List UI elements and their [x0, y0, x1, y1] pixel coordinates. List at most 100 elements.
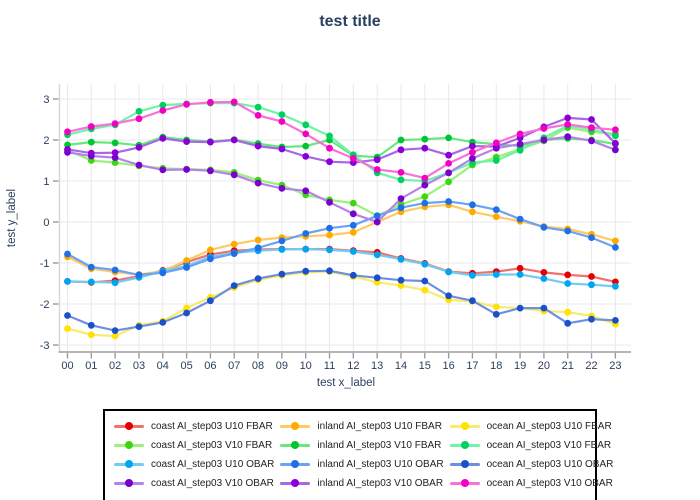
- data-point: [564, 280, 572, 287]
- data-point: [326, 132, 333, 140]
- data-point: [111, 332, 119, 340]
- data-point: [492, 310, 500, 318]
- data-point: [612, 126, 619, 134]
- data-point: [159, 107, 167, 114]
- data-point: [564, 114, 572, 122]
- data-point: [326, 144, 333, 152]
- data-point: [302, 142, 310, 150]
- line-chart-plot-area[interactable]: 00 01 02 03 04 05 06 07 08 09 10 11 12 13 14 15 16 17 18 19…: [0, 0, 700, 406]
- data-point: [183, 309, 191, 317]
- data-point: [612, 139, 619, 147]
- x-tick-label: 23: [609, 360, 621, 372]
- legend-swatch: [449, 441, 480, 450]
- data-point: [469, 201, 476, 209]
- data-point: [111, 149, 119, 157]
- legend-item-ocean-ai-step03-v10-fbar[interactable]: ocean AI_step03 V10 FBAR: [449, 440, 614, 451]
- legend-item-inland-ai-step03-u10-obar[interactable]: inland AI_step03 U10 OBAR: [280, 459, 444, 470]
- data-point: [349, 221, 357, 229]
- legend-label: coast AI_step03 U10 FBAR: [151, 421, 273, 432]
- legend-item-inland-ai-step03-u10-fbar[interactable]: inland AI_step03 U10 FBAR: [280, 421, 443, 432]
- legend-item-coast-ai-step03-v10-fbar[interactable]: coast AI_step03 V10 FBAR: [114, 440, 274, 451]
- data-point: [612, 244, 619, 251]
- data-point: [207, 255, 214, 263]
- x-tick-label: 01: [85, 360, 97, 372]
- data-point: [135, 271, 143, 279]
- x-tick-label: 13: [371, 360, 383, 372]
- data-point: [111, 159, 119, 167]
- legend-swatch: [449, 479, 480, 488]
- data-point: [111, 154, 119, 162]
- legend-item-ocean-ai-step03-v10-obar[interactable]: ocean AI_step03 V10 OBAR: [449, 478, 614, 489]
- data-point: [159, 269, 167, 277]
- data-point: [492, 157, 500, 164]
- data-point: [373, 251, 381, 259]
- data-point: [445, 160, 452, 167]
- data-point: [445, 198, 452, 205]
- data-point: [469, 297, 476, 305]
- x-tick-label: 09: [276, 360, 288, 372]
- data-point: [421, 286, 429, 294]
- data-point: [540, 304, 548, 312]
- series-inland-ai-step03-v10-obar: [64, 114, 619, 167]
- data-point: [492, 303, 500, 311]
- data-point: [183, 264, 191, 271]
- data-point: [254, 142, 262, 150]
- data-point: [516, 140, 524, 148]
- x-tick-label: 00: [61, 360, 73, 372]
- legend-swatch: [114, 441, 144, 450]
- data-point: [373, 218, 381, 226]
- legend-item-coast-ai-step03-u10-fbar[interactable]: coast AI_step03 U10 FBAR: [114, 421, 274, 432]
- data-point: [111, 279, 119, 287]
- legend-swatch: [114, 460, 144, 469]
- data-point: [492, 271, 500, 278]
- data-point: [540, 269, 548, 276]
- data-point: [254, 244, 262, 252]
- data-point: [302, 245, 310, 253]
- data-point: [254, 112, 262, 119]
- data-point: [373, 274, 381, 282]
- legend-item-ocean-ai-step03-u10-obar[interactable]: ocean AI_step03 U10 OBAR: [449, 459, 613, 470]
- data-point: [87, 278, 95, 286]
- data-point: [445, 178, 452, 186]
- data-point: [302, 121, 310, 129]
- legend-label: inland AI_step03 U10 OBAR: [317, 459, 444, 470]
- series-line: [67, 136, 616, 159]
- data-point: [588, 116, 595, 123]
- x-tick-label: 17: [466, 360, 478, 372]
- data-point: [516, 146, 524, 154]
- data-point: [183, 257, 191, 264]
- data-point: [397, 176, 405, 184]
- series-line: [67, 248, 616, 288]
- data-point: [183, 138, 191, 146]
- data-point: [207, 138, 214, 146]
- legend-swatch: [449, 460, 480, 469]
- data-point: [516, 130, 524, 138]
- data-point: [445, 169, 452, 177]
- data-point: [421, 144, 429, 152]
- legend-item-coast-ai-step03-v10-obar[interactable]: coast AI_step03 V10 OBAR: [114, 478, 274, 489]
- series-line: [67, 100, 616, 180]
- legend-swatch: [114, 479, 144, 488]
- legend-item-coast-ai-step03-u10-obar[interactable]: coast AI_step03 U10 OBAR: [114, 459, 274, 470]
- data-point: [564, 308, 572, 316]
- data-point: [373, 212, 381, 220]
- x-tick-label: 12: [347, 360, 359, 372]
- x-tick-label: 11: [324, 360, 335, 372]
- data-point: [278, 246, 286, 253]
- data-point: [421, 193, 429, 201]
- data-point: [397, 282, 405, 289]
- legend-item-inland-ai-step03-v10-fbar[interactable]: inland AI_step03 V10 FBAR: [280, 440, 443, 451]
- x-tick-label: 16: [442, 360, 454, 372]
- data-point: [64, 250, 71, 258]
- data-point: [64, 312, 71, 319]
- data-point: [445, 151, 452, 159]
- legend-label: coast AI_step03 V10 FBAR: [151, 440, 273, 451]
- legend-item-ocean-ai-step03-u10-fbar[interactable]: ocean AI_step03 U10 FBAR: [449, 421, 614, 432]
- data-point: [326, 267, 333, 275]
- data-point: [349, 210, 357, 218]
- legend-swatch: [280, 422, 311, 431]
- data-point: [612, 237, 619, 245]
- data-point: [588, 281, 595, 289]
- legend-item-inland-ai-step03-v10-obar[interactable]: inland AI_step03 V10 OBAR: [280, 478, 443, 489]
- data-point: [64, 128, 71, 136]
